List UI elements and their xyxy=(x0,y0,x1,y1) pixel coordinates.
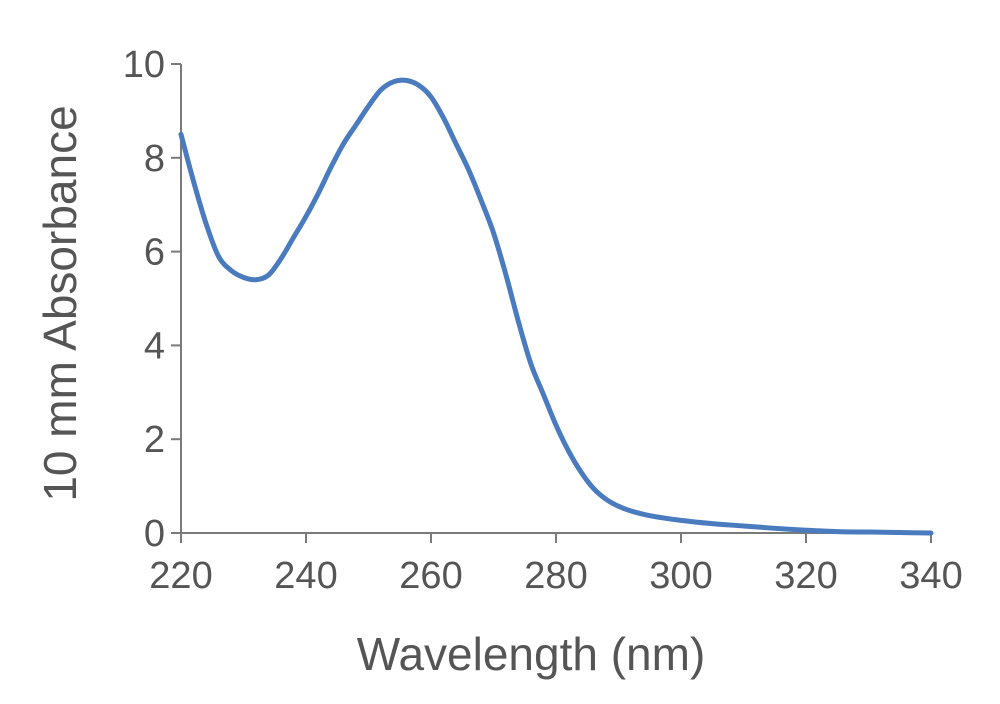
y-tick-label: 2 xyxy=(144,419,165,461)
x-axis-ticks: 220 240 260 280 300 320 340 xyxy=(149,533,963,597)
x-tick-label: 280 xyxy=(524,555,587,597)
y-tick-label: 6 xyxy=(144,232,165,274)
x-tick-label: 320 xyxy=(774,555,837,597)
x-tick-label: 300 xyxy=(649,555,712,597)
y-axis-ticks: 0 2 4 6 8 10 xyxy=(123,44,181,555)
absorbance-series-line xyxy=(178,77,934,536)
y-axis-title: 10 mm Absorbance xyxy=(34,105,86,501)
y-tick-label: 4 xyxy=(144,325,165,367)
x-tick-label: 260 xyxy=(399,555,462,597)
y-tick-label: 0 xyxy=(144,513,165,555)
series-layer xyxy=(178,77,934,536)
x-tick-label: 220 xyxy=(149,555,212,597)
x-axis-title: Wavelength (nm) xyxy=(357,628,706,680)
y-tick-label: 8 xyxy=(144,138,165,180)
y-tick-label: 10 xyxy=(123,44,165,86)
x-tick-label: 340 xyxy=(899,555,962,597)
x-tick-label: 240 xyxy=(274,555,337,597)
